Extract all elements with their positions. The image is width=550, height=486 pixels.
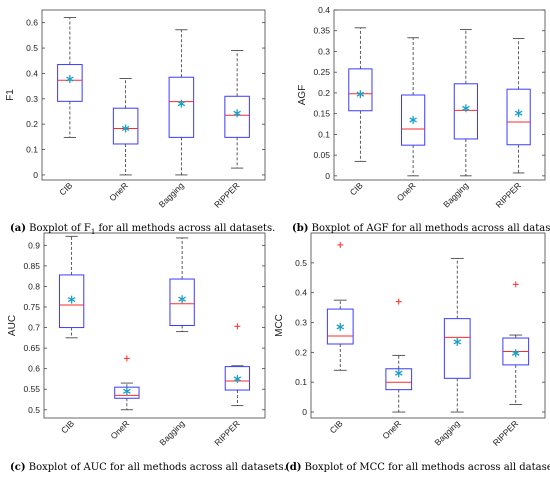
mean-marker (121, 124, 130, 133)
mean-marker (409, 115, 417, 124)
y-axis-label-a: F1 (5, 89, 16, 101)
box-cib (58, 274, 85, 329)
mean-marker (511, 349, 520, 358)
box-oner (114, 386, 140, 399)
y-tick-label-b: 0.3 (318, 46, 330, 56)
x-tick-label: OneR (380, 418, 403, 441)
y-tick-label-a: 0.6 (26, 18, 38, 28)
y-tick-label-d: 0.4 (295, 288, 307, 298)
mean-marker (123, 387, 131, 396)
y-tick-label-d: 0.2 (295, 347, 307, 357)
mean-marker (453, 337, 462, 346)
y-tick-label-c: 0.85 (23, 261, 40, 271)
y-tick-label-b: 0.4 (318, 5, 330, 15)
x-tick-label: CIB (57, 180, 74, 197)
mean-marker (233, 109, 241, 118)
mean-marker (233, 374, 242, 383)
mean-marker (66, 75, 74, 84)
mean-marker (462, 104, 470, 113)
y-tick-label-c: 0.6 (28, 364, 40, 374)
y-tick-label-c: 0.7 (28, 323, 40, 333)
outlier-marker (123, 355, 130, 362)
x-tick-label: OneR (107, 180, 130, 203)
axes-frame-b (333, 9, 546, 181)
mean-marker (394, 369, 403, 378)
y-tick-label-a: 0.4 (26, 68, 38, 78)
y-tick-label-c: 0.65 (23, 343, 40, 353)
y-tick-label-b: 0.05 (313, 150, 330, 160)
axes-frame-c (43, 232, 266, 419)
box-bagging (443, 318, 471, 379)
mean-marker (177, 99, 186, 108)
y-axis-label-c: AUC (7, 315, 18, 336)
box-cib (348, 68, 373, 112)
box-ripper (224, 95, 250, 138)
box-oner (385, 368, 413, 391)
x-tick-label: OneR (109, 418, 132, 441)
y-tick-label-d: 0.1 (295, 377, 307, 387)
box-oner (112, 107, 139, 145)
y-tick-label-c: 0.5 (28, 405, 40, 415)
y-tick-label-b: 0.25 (313, 67, 330, 77)
y-tick-label-d: 0.5 (295, 258, 307, 268)
box-bagging (168, 76, 195, 138)
mean-marker (67, 295, 76, 304)
y-tick-label-a: 0.2 (26, 119, 38, 129)
mean-marker (336, 322, 345, 331)
x-tick-label: Bagging (433, 418, 462, 447)
mean-marker (178, 295, 186, 304)
y-tick-label-d: 0 (302, 407, 307, 417)
x-tick-label: Bagging (157, 180, 186, 209)
box-ripper (224, 366, 251, 391)
x-tick-label: RIPPER (494, 180, 523, 209)
box-oner (401, 94, 426, 146)
y-tick-label-d: 0.3 (295, 318, 307, 328)
outlier-marker (395, 298, 402, 305)
y-tick-label-b: 0.2 (318, 88, 330, 98)
x-tick-label: OneR (395, 180, 418, 203)
axes-frame-d (310, 232, 546, 419)
outlier-marker (337, 241, 344, 248)
y-tick-label-a: 0 (33, 170, 38, 180)
x-tick-label: Bagging (441, 180, 470, 209)
x-tick-label: RIPPER (491, 418, 520, 447)
caption-d: (d) Boxplot of MCC for all methods acros… (285, 462, 550, 473)
box-bagging (169, 278, 195, 326)
caption-a: (a) Boxplot of F1 for all methods across… (10, 223, 276, 236)
mean-marker (514, 109, 523, 118)
mean-marker (356, 90, 365, 99)
outlier-marker (234, 323, 241, 330)
y-tick-label-c: 0.8 (28, 281, 40, 291)
y-tick-label-c: 0.75 (23, 302, 40, 312)
x-tick-label: RIPPER (212, 418, 241, 447)
box-ripper (506, 88, 531, 146)
axes-frame-a (41, 9, 266, 181)
box-cib (326, 308, 354, 345)
y-tick-label-b: 0.35 (313, 26, 330, 36)
y-tick-label-c: 0.55 (23, 384, 40, 394)
x-tick-label: RIPPER (212, 180, 241, 209)
caption-c: (c) Boxplot of AUC for all methods acros… (10, 462, 287, 473)
y-tick-label-a: 0.3 (26, 94, 38, 104)
caption-b: (b) Boxplot of AGF for all methods acros… (292, 223, 550, 234)
y-tick-label-b: 0.15 (313, 109, 330, 119)
y-tick-label-b: 0 (325, 171, 330, 181)
x-tick-label: CIB (348, 180, 365, 197)
y-axis-label-d: MCC (274, 314, 285, 337)
y-tick-label-a: 0.1 (26, 145, 38, 155)
outlier-marker (512, 281, 519, 288)
x-tick-label: Bagging (157, 418, 186, 447)
y-tick-label-b: 0.1 (318, 129, 330, 139)
box-cib (57, 64, 83, 102)
y-tick-label-c: 0.9 (28, 240, 40, 250)
x-tick-label: CIB (59, 418, 76, 435)
box-bagging (453, 83, 478, 140)
x-tick-label: CIB (328, 418, 345, 435)
y-tick-label-a: 0.5 (26, 43, 38, 53)
y-axis-label-b: AGF (297, 85, 308, 106)
